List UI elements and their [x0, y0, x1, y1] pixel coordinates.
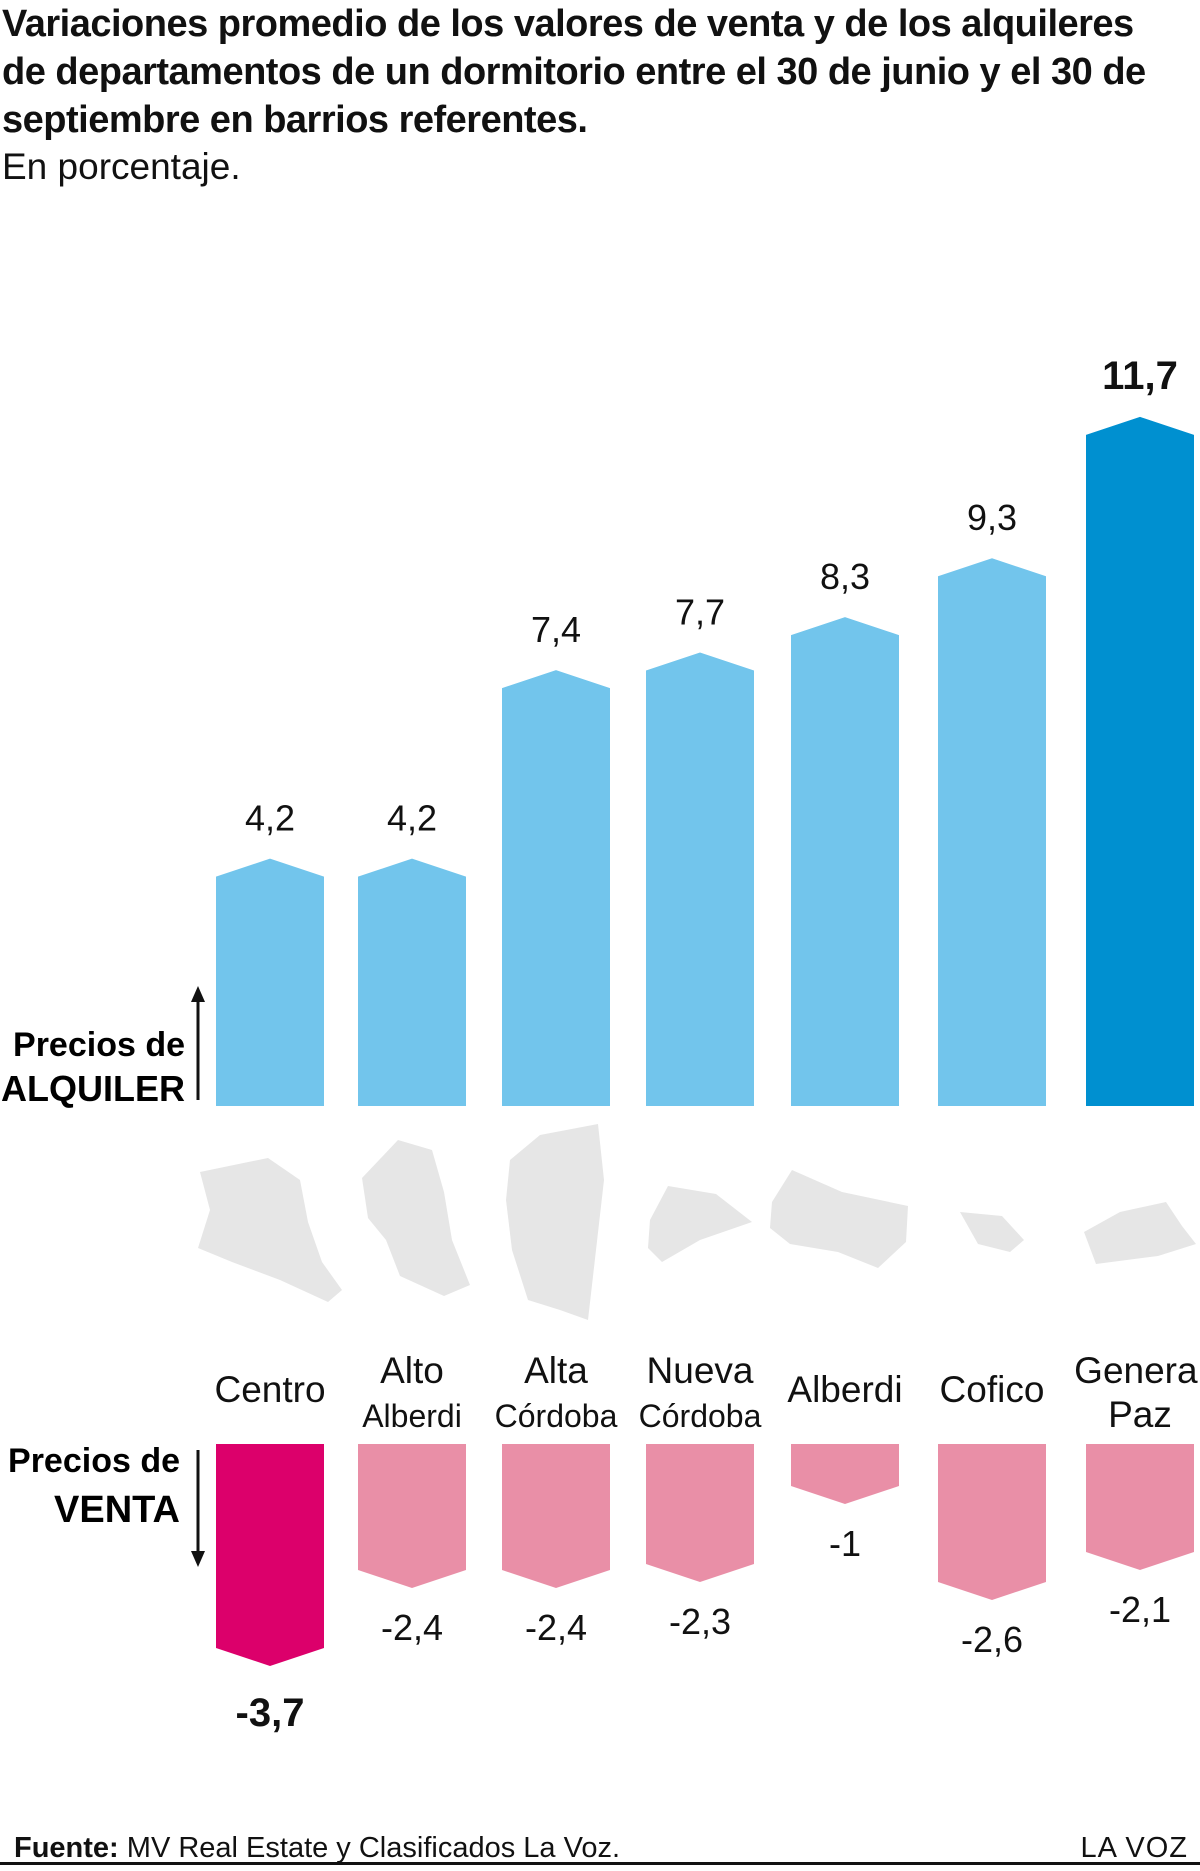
category-label-line1: Alto: [380, 1350, 444, 1391]
sale-value-label: -2,1: [1109, 1589, 1171, 1630]
sale-value-label: -2,4: [525, 1607, 587, 1648]
rent-bar: [502, 670, 610, 1106]
sale-bars: [216, 1444, 1194, 1666]
sale-value-label: -2,3: [669, 1601, 731, 1642]
up-arrow-icon: [191, 986, 205, 1100]
sale-value-label: -2,4: [381, 1607, 443, 1648]
rent-value-label: 7,4: [531, 609, 581, 650]
category-labels: Centro Alto Alberdi Alta Córdoba Nueva Córdoba…: [214, 1350, 1200, 1435]
category-label-line1: General: [1074, 1350, 1200, 1391]
sale-bar: [646, 1444, 754, 1582]
rent-bar: [646, 652, 754, 1106]
source-label: Fuente:: [14, 1832, 119, 1864]
neighborhood-maps: [198, 1124, 1196, 1320]
source-footer: Fuente: MV Real Estate y Clasificados La…: [14, 1832, 620, 1865]
sale-value-label: -3,7: [236, 1691, 305, 1735]
category-label-line2: Alberdi: [362, 1398, 462, 1434]
rent-value-label: 8,3: [820, 556, 870, 597]
chart-subtitle: En porcentaje.: [2, 146, 241, 187]
category-label-line2: Córdoba: [495, 1398, 618, 1434]
rent-bar: [358, 858, 466, 1106]
neighborhood-map-shape: [960, 1212, 1024, 1252]
category-label: Cofico: [940, 1369, 1045, 1410]
sale-axis-label-line2: VENTA: [54, 1489, 180, 1531]
down-arrow-icon: [191, 1450, 205, 1567]
neighborhood-map-shape: [362, 1140, 470, 1296]
category-label-line1: Nueva: [647, 1350, 754, 1391]
rent-axis-label-line1: Precios de: [13, 1026, 185, 1064]
value-labels: 4,2 -3,7 4,2 -2,4 7,4 -2,4 7,7 -2,3 8,3 -1 9,3 -2,6…: [236, 354, 1178, 1735]
chart-title: Variaciones promedio de los valores de v…: [2, 3, 1146, 141]
rent-bars: [216, 416, 1194, 1106]
neighborhood-map-shape: [506, 1124, 604, 1320]
sale-bar: [216, 1444, 324, 1666]
category-label-line1: Alta: [524, 1350, 588, 1391]
rent-value-label: 4,2: [387, 798, 437, 839]
brand-logo: LA VOZ: [1080, 1832, 1188, 1864]
category-label: Alberdi: [787, 1369, 902, 1410]
rent-bar: [791, 617, 899, 1106]
sale-bar: [502, 1444, 610, 1588]
rent-value-label: 4,2: [245, 798, 295, 839]
rent-bar: [216, 858, 324, 1106]
rent-value-label: 9,3: [967, 497, 1017, 538]
rent-bar: [1086, 416, 1194, 1106]
axis-labels: Precios de ALQUILER Precios de VENTA: [1, 986, 205, 1567]
neighborhood-map-shape: [198, 1158, 342, 1302]
sale-value-label: -1: [829, 1523, 861, 1564]
neighborhood-map-shape: [770, 1170, 908, 1268]
rent-value-label: 11,7: [1102, 354, 1178, 398]
sale-bar: [938, 1444, 1046, 1600]
rent-bar: [938, 558, 1046, 1106]
rent-axis-label-line2: ALQUILER: [1, 1068, 185, 1109]
category-label: Centro: [214, 1369, 325, 1410]
category-label-line2: Paz: [1108, 1394, 1172, 1435]
sale-bar: [358, 1444, 466, 1588]
source-text: MV Real Estate y Clasificados La Voz.: [126, 1832, 621, 1864]
sale-bar: [1086, 1444, 1194, 1570]
sale-value-label: -2,6: [961, 1619, 1023, 1660]
sale-bar: [791, 1444, 899, 1504]
neighborhood-map-shape: [1084, 1202, 1196, 1264]
rent-value-label: 7,7: [675, 591, 725, 632]
footer-rule: [0, 1862, 1200, 1865]
neighborhood-map-shape: [648, 1186, 752, 1262]
sale-axis-label-line1: Precios de: [8, 1442, 180, 1480]
category-label-line2: Córdoba: [639, 1398, 762, 1434]
